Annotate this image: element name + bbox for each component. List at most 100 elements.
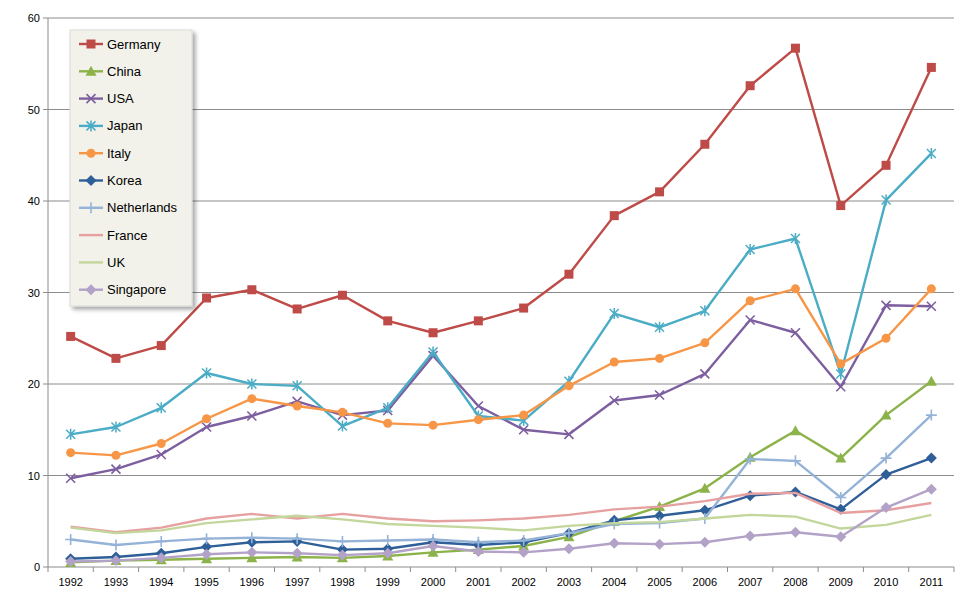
series-marker bbox=[699, 483, 710, 493]
series-marker bbox=[700, 140, 709, 149]
y-tick bbox=[43, 384, 48, 385]
series-marker bbox=[111, 354, 120, 363]
series-marker bbox=[655, 322, 664, 333]
series-marker bbox=[429, 328, 438, 337]
x-tick-label: 2010 bbox=[874, 576, 898, 588]
series-marker bbox=[790, 425, 801, 435]
series-marker bbox=[157, 402, 166, 413]
x-tick-label: 1997 bbox=[285, 576, 309, 588]
x-tick bbox=[682, 567, 683, 572]
series-marker bbox=[428, 540, 439, 551]
series-marker bbox=[655, 187, 664, 196]
y-tick-label: 30 bbox=[28, 287, 40, 299]
series-marker bbox=[246, 532, 257, 543]
x-tick bbox=[501, 567, 502, 572]
legend-marker bbox=[87, 40, 96, 49]
series-marker bbox=[338, 291, 347, 300]
y-tick bbox=[43, 567, 48, 568]
y-tick-label: 20 bbox=[28, 378, 40, 390]
plot-area bbox=[65, 44, 937, 567]
series-marker bbox=[156, 552, 167, 563]
series-marker bbox=[746, 315, 755, 324]
y-axis bbox=[48, 18, 49, 567]
series-marker bbox=[337, 550, 348, 561]
y-tick-label: 40 bbox=[28, 195, 40, 207]
series-marker bbox=[881, 410, 892, 420]
series-marker bbox=[564, 270, 573, 279]
series-marker bbox=[745, 454, 756, 465]
x-tick bbox=[229, 567, 230, 572]
series-marker bbox=[292, 548, 303, 559]
series-marker bbox=[882, 161, 891, 170]
series-line bbox=[71, 515, 932, 533]
background bbox=[0, 0, 968, 603]
series-marker bbox=[382, 548, 393, 559]
series-marker bbox=[66, 429, 75, 440]
series-marker bbox=[383, 316, 392, 325]
series-marker bbox=[926, 376, 937, 386]
x-tick bbox=[183, 567, 184, 572]
legend-label: Singapore bbox=[107, 282, 166, 297]
series-marker bbox=[111, 465, 120, 474]
series-marker bbox=[746, 296, 755, 305]
series-marker bbox=[338, 421, 347, 432]
series-marker bbox=[700, 369, 709, 378]
series-marker bbox=[429, 421, 438, 430]
series-marker bbox=[247, 379, 256, 390]
legend-marker bbox=[87, 149, 96, 158]
x-tick-label: 2003 bbox=[557, 576, 581, 588]
legend-label: Italy bbox=[107, 146, 131, 161]
series-marker bbox=[791, 233, 800, 244]
legend-label: China bbox=[107, 64, 142, 79]
y-tick-label: 0 bbox=[34, 561, 40, 573]
y-tick-label: 10 bbox=[28, 470, 40, 482]
series-marker bbox=[65, 556, 76, 567]
y-tick bbox=[43, 18, 48, 19]
legend-marker bbox=[86, 66, 97, 76]
series-marker bbox=[790, 455, 801, 466]
series-marker bbox=[293, 380, 302, 391]
x-tick bbox=[138, 567, 139, 572]
legend-marker bbox=[87, 120, 96, 131]
x-tick bbox=[863, 567, 864, 572]
series-marker bbox=[247, 285, 256, 294]
series-marker bbox=[66, 474, 75, 483]
series-marker bbox=[835, 531, 846, 542]
y-tick-label: 50 bbox=[28, 104, 40, 116]
series-marker bbox=[157, 439, 166, 448]
series-marker bbox=[836, 359, 845, 368]
series-marker bbox=[882, 301, 891, 310]
series-line bbox=[71, 305, 932, 478]
series-marker bbox=[202, 414, 211, 423]
x-tick-label: 1999 bbox=[376, 576, 400, 588]
series-marker bbox=[926, 484, 937, 495]
x-tick-label: 2004 bbox=[602, 576, 626, 588]
series-marker bbox=[791, 328, 800, 337]
series-marker bbox=[157, 341, 166, 350]
series-marker bbox=[926, 410, 937, 421]
series-marker bbox=[836, 368, 845, 379]
series-marker bbox=[881, 502, 892, 513]
x-tick bbox=[546, 567, 547, 572]
series-marker bbox=[111, 422, 120, 433]
x-tick-label: 2008 bbox=[783, 576, 807, 588]
series-marker bbox=[700, 305, 709, 316]
series-marker bbox=[564, 381, 573, 390]
series-marker bbox=[927, 284, 936, 293]
series-marker bbox=[201, 533, 212, 544]
series-line bbox=[71, 153, 932, 434]
x-tick-label: 1995 bbox=[194, 576, 218, 588]
series-marker bbox=[337, 536, 348, 547]
series-marker bbox=[383, 419, 392, 428]
series-line bbox=[71, 458, 932, 559]
series-marker bbox=[474, 415, 483, 424]
series-marker bbox=[610, 358, 619, 367]
series-marker bbox=[881, 469, 892, 480]
series bbox=[66, 301, 936, 483]
grid-line bbox=[48, 384, 954, 385]
legend-marker bbox=[86, 175, 97, 186]
x-tick bbox=[908, 567, 909, 572]
series-marker bbox=[926, 453, 937, 464]
series-marker bbox=[927, 63, 936, 72]
legend-label: Netherlands bbox=[107, 200, 178, 215]
